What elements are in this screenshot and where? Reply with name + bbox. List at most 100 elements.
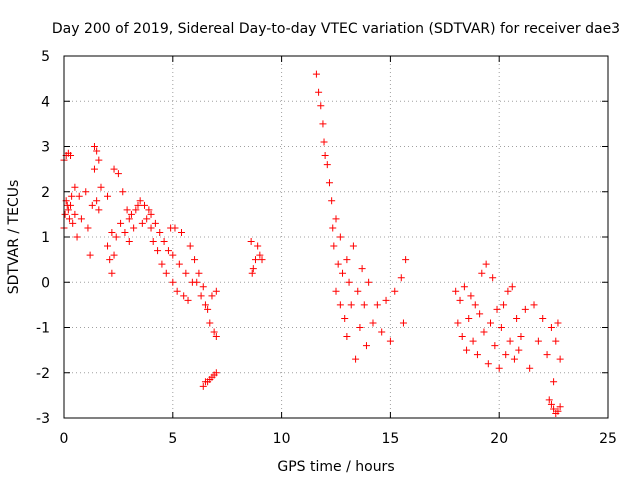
data-point — [169, 251, 177, 259]
data-point — [486, 319, 494, 327]
data-point — [478, 269, 486, 277]
data-point — [452, 287, 460, 295]
data-point — [358, 265, 366, 273]
data-point — [180, 292, 188, 300]
data-point — [212, 369, 220, 377]
data-point — [147, 210, 155, 218]
data-point — [312, 70, 320, 78]
data-point — [171, 224, 179, 232]
data-point — [110, 251, 118, 259]
data-point — [138, 219, 146, 227]
data-point — [556, 355, 564, 363]
data-point — [402, 256, 410, 264]
data-point — [513, 314, 521, 322]
data-point — [256, 251, 264, 259]
data-point — [349, 242, 357, 250]
data-point — [208, 292, 216, 300]
data-point — [467, 292, 475, 300]
x-tick-label: 25 — [599, 431, 617, 447]
data-point — [317, 102, 325, 110]
data-point — [178, 228, 186, 236]
data-point — [61, 210, 69, 218]
data-point — [145, 206, 153, 214]
data-point — [458, 333, 466, 341]
data-point — [195, 269, 203, 277]
data-point — [329, 224, 337, 232]
data-point — [332, 215, 340, 223]
data-point — [106, 256, 114, 264]
data-point — [500, 301, 508, 309]
data-point — [65, 215, 73, 223]
data-point — [212, 333, 220, 341]
data-point — [112, 233, 120, 241]
data-point — [554, 319, 562, 327]
series-segment-5 — [312, 70, 410, 363]
data-point — [68, 192, 76, 200]
data-point — [497, 324, 505, 331]
data-point — [454, 319, 462, 327]
y-tick-label: 3 — [41, 140, 50, 156]
data-point — [82, 188, 90, 196]
y-tick-label: 5 — [41, 49, 50, 65]
data-point — [160, 238, 168, 246]
data-point — [471, 301, 479, 309]
data-point — [526, 364, 534, 372]
data-point — [510, 355, 518, 363]
data-point — [543, 351, 551, 359]
data-point — [119, 188, 127, 196]
data-point — [125, 238, 133, 246]
data-point — [330, 242, 338, 250]
data-point — [104, 242, 112, 250]
data-point — [149, 238, 157, 246]
data-point — [343, 333, 351, 341]
data-point — [151, 219, 159, 227]
data-point — [386, 337, 394, 345]
data-point — [136, 197, 144, 205]
y-axis-label: SDTVAR / TECUs — [6, 180, 22, 295]
data-point — [554, 407, 562, 415]
data-point — [482, 260, 490, 268]
data-point — [156, 228, 164, 236]
data-point — [336, 233, 344, 241]
data-point — [491, 342, 499, 350]
data-point — [556, 403, 564, 411]
data-point — [86, 251, 94, 259]
data-point — [356, 324, 364, 331]
data-point — [114, 170, 122, 178]
data-point — [502, 351, 510, 359]
data-point — [517, 333, 525, 341]
data-point — [108, 228, 116, 236]
data-point — [132, 206, 140, 214]
data-point — [248, 269, 256, 277]
data-point — [480, 328, 488, 336]
data-point — [334, 260, 342, 268]
data-point — [204, 305, 212, 313]
data-point — [369, 319, 377, 327]
data-point — [90, 143, 98, 150]
data-point — [67, 201, 75, 209]
data-point — [545, 396, 553, 404]
data-point — [199, 283, 207, 291]
y-tick-label: -2 — [36, 366, 50, 382]
data-point — [134, 201, 142, 209]
data-point — [550, 378, 558, 386]
data-point — [397, 274, 405, 282]
data-point — [473, 351, 481, 359]
data-point — [332, 287, 340, 295]
data-point — [127, 210, 135, 218]
y-tick-label: -1 — [36, 321, 50, 337]
data-point — [212, 287, 220, 295]
data-point — [206, 319, 214, 327]
data-point — [258, 256, 266, 264]
data-point — [552, 337, 560, 345]
data-point — [362, 342, 370, 350]
x-tick-label: 5 — [168, 431, 177, 447]
data-point — [95, 156, 103, 164]
x-tick-label: 0 — [60, 431, 69, 447]
data-point — [199, 382, 207, 390]
data-point — [323, 161, 331, 169]
data-point — [71, 210, 79, 218]
data-point — [506, 337, 514, 345]
y-tick-label: 4 — [41, 94, 50, 110]
